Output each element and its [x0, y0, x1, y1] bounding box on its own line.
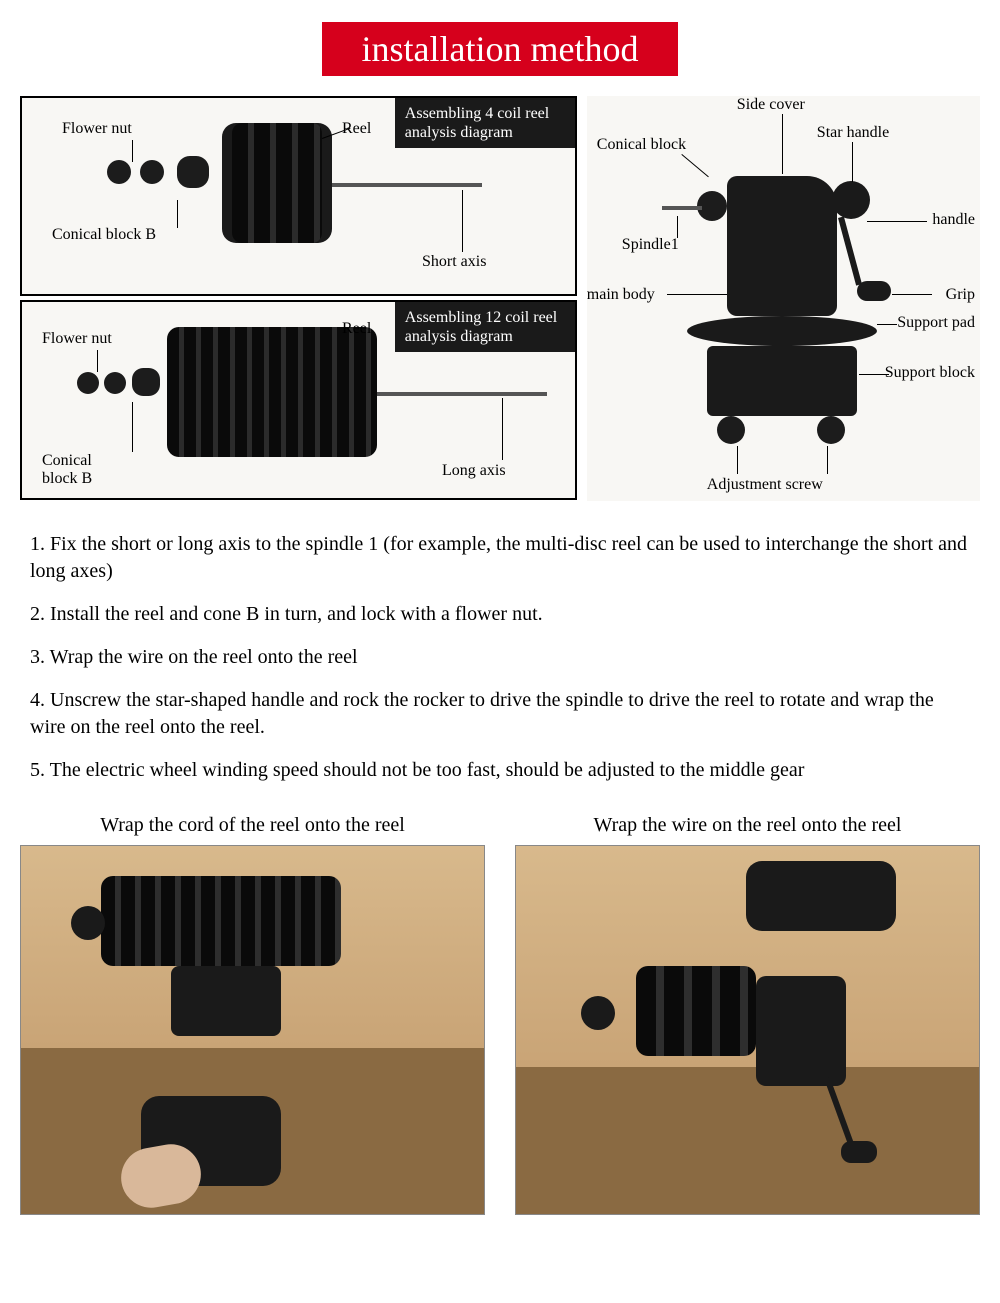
- reel-4-mounted-icon: [636, 966, 756, 1056]
- main-body-icon: [727, 176, 837, 316]
- label-long-axis: Long axis: [442, 462, 506, 480]
- lead-line: [852, 142, 853, 182]
- label-main-body: main body: [587, 286, 655, 304]
- adjustment-screw-icon: [817, 416, 845, 444]
- lead-line: [892, 294, 932, 295]
- diagram-4coil-caption: Assembling 4 coil reel analysis diagram: [395, 98, 575, 148]
- adjustment-screw-icon: [717, 416, 745, 444]
- lead-line: [827, 446, 828, 474]
- label-handle: handle: [932, 211, 975, 229]
- clamp-body-icon: [171, 966, 281, 1036]
- reel-grooves-icon: [232, 123, 322, 243]
- grip-icon: [841, 1141, 877, 1163]
- lead-line: [877, 324, 897, 325]
- photo-right: [515, 845, 980, 1215]
- support-block-icon: [707, 346, 857, 416]
- diagram-12coil: Assembling 12 coil reel analysis diagram…: [20, 300, 577, 500]
- label-star-handle: Star handle: [817, 124, 889, 142]
- label-side-cover: Side cover: [737, 96, 805, 114]
- conical-block-icon: [177, 156, 209, 188]
- lead-line: [177, 200, 178, 228]
- support-pad-icon: [687, 316, 877, 346]
- flower-nut-icon: [140, 160, 164, 184]
- label-flower-nut: Flower nut: [42, 330, 112, 348]
- short-axis-icon: [332, 183, 482, 187]
- reel-12-icon: [167, 327, 377, 457]
- bottom-right-col: Wrap the wire on the reel onto the reel: [515, 814, 980, 1215]
- label-spindle1: Spindle1: [622, 236, 679, 254]
- star-handle-icon: [832, 181, 870, 219]
- lead-line: [462, 190, 463, 252]
- lead-line: [782, 114, 783, 174]
- diagram-main-body: Side cover Conical block Star handle han…: [587, 96, 980, 501]
- page: installation method Assembling 4 coil re…: [0, 0, 1000, 1235]
- flower-nut-icon: [77, 372, 99, 394]
- label-support-block: Support block: [885, 364, 975, 382]
- reel-mounted-icon: [101, 876, 341, 966]
- label-adjustment-screw: Adjustment screw: [707, 476, 823, 494]
- left-diagrams: Assembling 4 coil reel analysis diagram …: [20, 96, 577, 501]
- wood-edge-icon: [516, 1067, 979, 1214]
- diagram-12coil-caption: Assembling 12 coil reel analysis diagram: [395, 302, 575, 352]
- instruction-step: 4. Unscrew the star-shaped handle and ro…: [30, 687, 970, 741]
- label-support-pad: Support pad: [897, 314, 975, 332]
- lead-line: [677, 216, 678, 238]
- lead-line: [859, 374, 889, 375]
- fishing-reel-icon: [746, 861, 896, 931]
- lead-line: [867, 221, 927, 222]
- diagram-4coil: Assembling 4 coil reel analysis diagram …: [20, 96, 577, 296]
- bottom-left-caption: Wrap the cord of the reel onto the reel: [20, 814, 485, 837]
- label-conical-block-b: Conical block B: [52, 226, 156, 244]
- label-flower-nut: Flower nut: [62, 120, 132, 138]
- clamp-body-icon: [756, 976, 846, 1086]
- knob-icon: [581, 996, 615, 1030]
- handle-arm-icon: [838, 216, 862, 285]
- bottom-left-col: Wrap the cord of the reel onto the reel: [20, 814, 485, 1215]
- flower-nut-icon: [104, 372, 126, 394]
- instruction-step: 2. Install the reel and cone B in turn, …: [30, 601, 970, 628]
- lead-line: [132, 140, 133, 162]
- instruction-step: 1. Fix the short or long axis to the spi…: [30, 531, 970, 585]
- bottom-right-caption: Wrap the wire on the reel onto the reel: [515, 814, 980, 837]
- bottom-photos-row: Wrap the cord of the reel onto the reel …: [20, 814, 980, 1215]
- knob-icon: [71, 906, 105, 940]
- lead-line: [502, 398, 503, 460]
- instruction-step: 3. Wrap the wire on the reel onto the re…: [30, 644, 970, 671]
- lead-line: [737, 446, 738, 474]
- page-title-banner: installation method: [322, 22, 679, 76]
- instructions-list: 1. Fix the short or long axis to the spi…: [30, 531, 970, 784]
- label-short-axis: Short axis: [422, 253, 486, 271]
- lead-line: [97, 350, 98, 372]
- long-axis-icon: [377, 392, 547, 396]
- instruction-step: 5. The electric wheel winding speed shou…: [30, 757, 970, 784]
- photo-left: [20, 845, 485, 1215]
- lead-line: [132, 402, 133, 452]
- label-reel: Reel: [342, 320, 371, 338]
- conical-block-icon: [132, 368, 160, 396]
- label-conical-block-b: Conical block B: [42, 452, 122, 487]
- label-grip: Grip: [946, 286, 975, 304]
- grip-icon: [857, 281, 891, 301]
- lead-line: [681, 154, 708, 177]
- flower-nut-icon: [107, 160, 131, 184]
- spindle-icon: [662, 206, 702, 210]
- label-conical-block: Conical block: [597, 136, 686, 154]
- lead-line: [667, 294, 727, 295]
- diagrams-row: Assembling 4 coil reel analysis diagram …: [20, 96, 980, 501]
